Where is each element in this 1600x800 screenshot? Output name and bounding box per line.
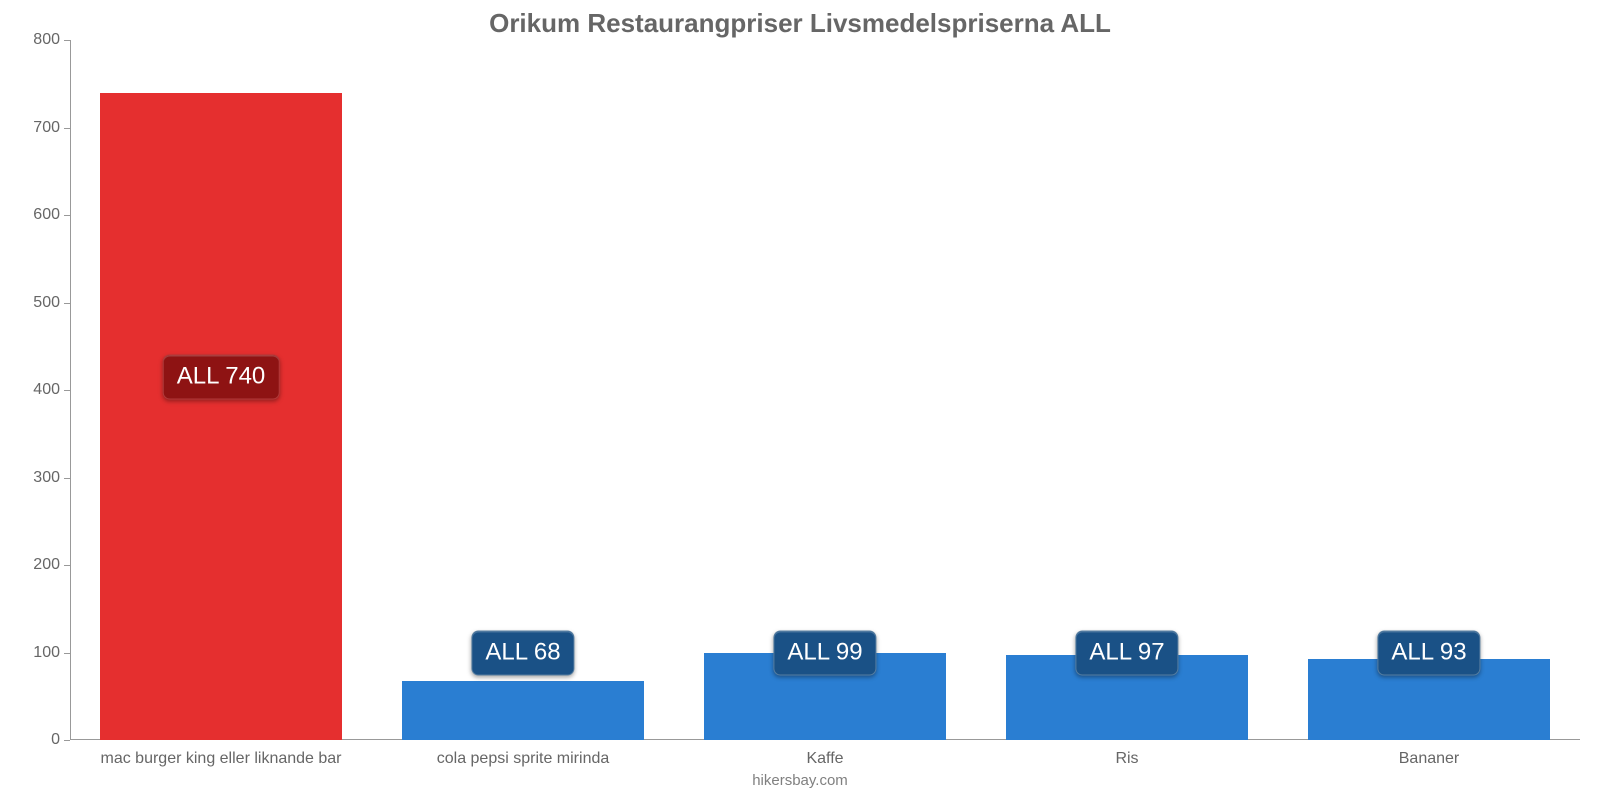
y-tick-label: 0 (51, 731, 70, 749)
plot-area: 0100200300400500600700800mac burger king… (70, 40, 1580, 740)
y-tick-label: 100 (33, 644, 70, 662)
y-tick-label: 700 (33, 119, 70, 137)
value-badge: ALL 740 (163, 354, 280, 399)
price-bar-chart: Orikum Restaurangpriser Livsmedelspriser… (0, 0, 1600, 800)
y-tick-label: 800 (33, 31, 70, 49)
y-axis (70, 40, 71, 740)
chart-title: Orikum Restaurangpriser Livsmedelspriser… (0, 8, 1600, 39)
value-badge: ALL 93 (1377, 630, 1480, 675)
x-category-label: Kaffe (806, 740, 843, 768)
y-tick-label: 300 (33, 469, 70, 487)
x-category-label: cola pepsi sprite mirinda (437, 740, 610, 768)
y-tick-label: 200 (33, 556, 70, 574)
bar (100, 93, 342, 741)
bar (402, 681, 644, 741)
y-tick-label: 400 (33, 381, 70, 399)
value-badge: ALL 97 (1075, 630, 1178, 675)
y-tick-label: 600 (33, 206, 70, 224)
value-badge: ALL 68 (471, 630, 574, 675)
chart-attribution: hikersbay.com (0, 772, 1600, 789)
x-category-label: mac burger king eller liknande bar (100, 740, 341, 768)
value-badge: ALL 99 (773, 630, 876, 675)
y-tick-label: 500 (33, 294, 70, 312)
x-category-label: Ris (1115, 740, 1138, 768)
x-category-label: Bananer (1399, 740, 1460, 768)
